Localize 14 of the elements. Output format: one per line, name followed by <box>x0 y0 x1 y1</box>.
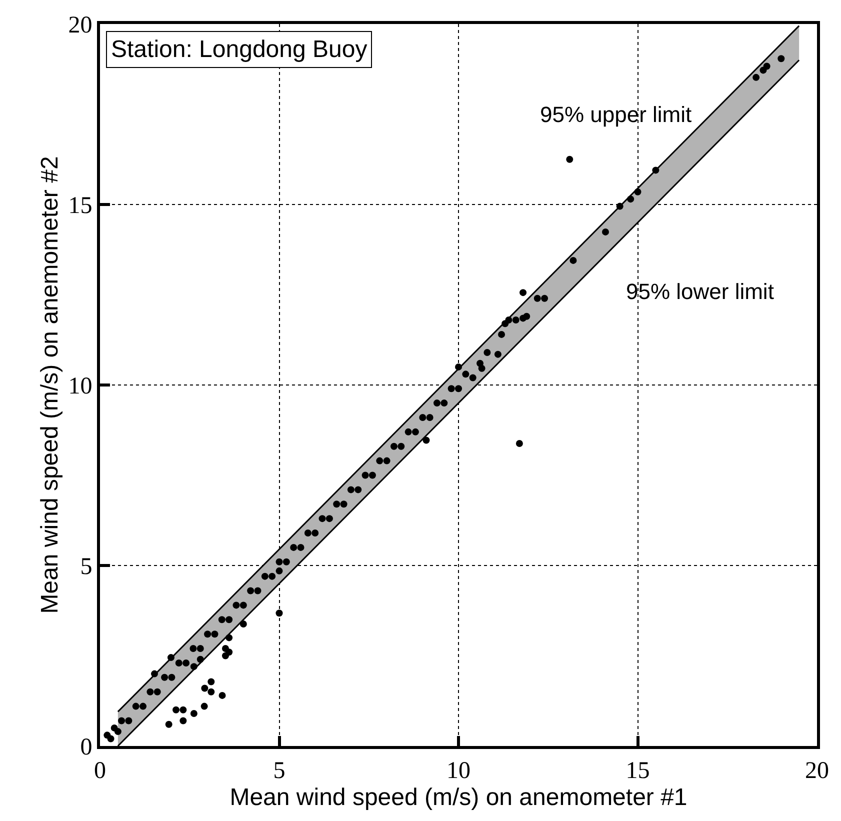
annotation: 95% upper limit <box>540 102 692 127</box>
y-tick-label: 15 <box>68 192 92 219</box>
annotation: Station: Longdong Buoy <box>111 36 368 63</box>
y-tick-label: 10 <box>68 373 92 400</box>
x-tick-label: 20 <box>805 758 829 784</box>
x-axis-title: Mean wind speed (m/s) on anemometer #1 <box>230 784 688 811</box>
y-tick-label: 0 <box>80 734 92 760</box>
y-tick-label: 5 <box>80 554 92 580</box>
x-tick-label: 10 <box>446 758 470 784</box>
x-tick-label: 5 <box>273 758 286 784</box>
y-tick-label: 20 <box>68 12 92 38</box>
x-tick-label: 15 <box>626 758 650 784</box>
annotation: 95% lower limit <box>626 279 774 304</box>
y-axis-title: Mean wind speed (m/s) on anemometer #2 <box>36 156 64 614</box>
